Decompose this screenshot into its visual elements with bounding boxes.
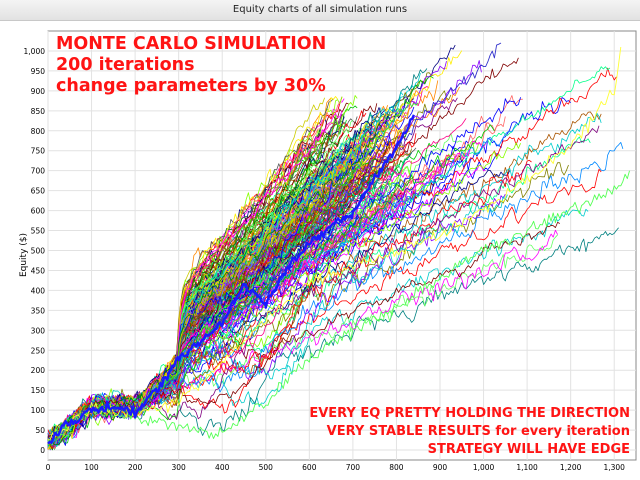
series-line: [47, 42, 502, 440]
y-tick-label: 450: [31, 266, 46, 275]
chart-title: Equity charts of all simulation runs: [0, 0, 640, 21]
y-tick-label: 150: [31, 386, 46, 395]
highlight-series-line: [47, 114, 415, 445]
y-tick-label: 900: [31, 87, 46, 96]
y-tick-label: 850: [31, 107, 46, 116]
y-tick-label: 200: [31, 366, 46, 375]
grid: [47, 31, 636, 460]
x-tick-label: 200: [128, 463, 143, 472]
x-tick-label: 1,200: [560, 463, 582, 472]
y-tick-label: 650: [31, 187, 46, 196]
axes: 0 50 100 150 200 250 300 350 400 450 500 550 600 650 7…: [24, 47, 626, 472]
x-tick-label: 700: [346, 463, 361, 472]
x-tick-label: 1,000: [473, 463, 495, 472]
series-line: [47, 158, 377, 442]
annotation-top: MONTE CARLO SIMULATION 200 iterations ch…: [56, 34, 326, 97]
x-tick-label: 300: [172, 463, 187, 472]
series-line: [47, 46, 622, 441]
series-line: [47, 123, 382, 446]
y-tick-label: 400: [31, 286, 46, 295]
annotation-2: 200 iterations: [56, 55, 195, 75]
y-axis-label: Equity ($): [19, 232, 29, 278]
annotation-3: change parameters by 30%: [56, 76, 326, 96]
x-tick-label: 800: [389, 463, 404, 472]
series-line: [47, 124, 495, 446]
x-tick-label: 100: [84, 463, 99, 472]
x-tick-label: 500: [259, 463, 274, 472]
y-tick-label: 300: [31, 326, 46, 335]
series-layer: [47, 42, 630, 451]
series-line: [47, 221, 560, 442]
x-tick-label: 0: [46, 463, 51, 472]
y-tick-label: 600: [31, 207, 46, 216]
x-tick-label: 400: [215, 463, 230, 472]
y-tick-label: 0: [40, 446, 45, 455]
x-tick-label: 1,300: [603, 463, 625, 472]
y-tick-label: 1,000: [24, 47, 46, 56]
annotation-4: EVERY EQ PRETTY HOLDING THE DIRECTION: [309, 406, 630, 421]
y-tick-label: 950: [31, 67, 46, 76]
annotation-5: VERY STABLE RESULTS for every iteration: [326, 424, 630, 439]
annotation-1: MONTE CARLO SIMULATION: [56, 34, 327, 54]
y-tick-label: 700: [31, 167, 46, 176]
y-tick-label: 250: [31, 346, 46, 355]
y-tick-label: 750: [31, 147, 46, 156]
annotation-6: STRATEGY WILL HAVE EDGE: [427, 442, 630, 457]
series-line: [47, 170, 630, 446]
equity-chart: 0 50 100 150 200 250 300 350 400 450 500 550 600 650 7…: [24, 30, 637, 472]
annotation-bottom: EVERY EQ PRETTY HOLDING THE DIRECTION VE…: [309, 405, 630, 459]
y-tick-label: 100: [31, 406, 46, 415]
y-tick-label: 350: [31, 306, 46, 315]
y-tick-label: 500: [31, 246, 46, 255]
y-tick-label: 50: [35, 426, 45, 435]
y-tick-label: 550: [31, 227, 46, 236]
x-tick-label: 900: [433, 463, 448, 472]
x-tick-label: 600: [302, 463, 317, 472]
x-tick-label: 1,100: [516, 463, 538, 472]
y-tick-label: 800: [31, 127, 46, 136]
